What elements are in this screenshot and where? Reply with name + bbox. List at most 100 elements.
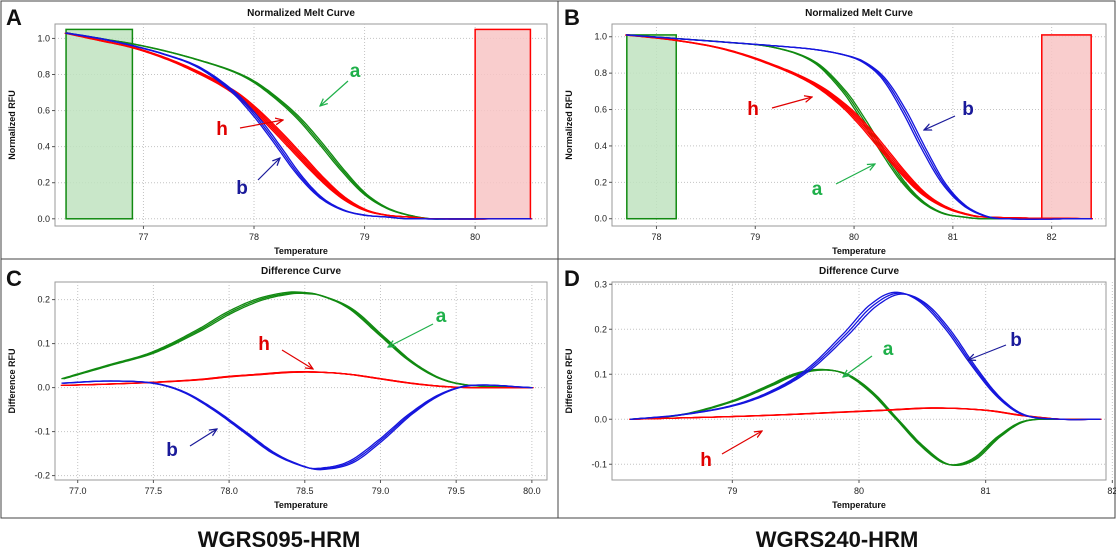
x-tick-label: 80.0: [523, 486, 541, 496]
x-tick-label: 79.0: [372, 486, 390, 496]
y-tick-label: 1.0: [594, 32, 607, 42]
panel-letter: B: [564, 5, 580, 30]
panel-C: C Difference Curve 77.0 77.5 78.0 78.5 79.0 79.…: [6, 266, 548, 510]
y-tick-label: 0.2: [37, 295, 50, 305]
annotation-label-h: h: [700, 450, 712, 471]
annotation-label-b: b: [236, 178, 248, 199]
y-axis-label: Normalized RFU: [564, 90, 574, 160]
y-tick-label: -0.1: [591, 459, 607, 469]
panel-letter: D: [564, 266, 580, 291]
x-tick-label: 79.5: [447, 486, 465, 496]
y-tick-label: -0.2: [34, 471, 50, 481]
x-tick-label: 79: [360, 232, 370, 242]
x-axis-label: Temperature: [274, 500, 328, 510]
y-tick-label: 0.1: [594, 369, 607, 379]
y-tick-label: -0.1: [34, 427, 50, 437]
region-red: [1041, 34, 1092, 220]
chart-title: Normalized Melt Curve: [805, 8, 913, 19]
annotation-arrow-a: [843, 355, 873, 377]
annotation-label-h: h: [258, 334, 270, 355]
x-tick-label: 79: [750, 232, 760, 242]
y-tick-label: 0.3: [594, 279, 607, 289]
panel-letter: C: [6, 266, 22, 291]
y-tick-label: 0.6: [37, 106, 50, 116]
y-tick-label: 1.0: [37, 33, 50, 43]
annotation-arrow-a: [388, 323, 434, 347]
annotation-label-b: b: [166, 440, 178, 461]
y-tick-label: 0.4: [37, 142, 50, 152]
y-tick-label: 0.8: [37, 70, 50, 80]
y-tick-label: 0.8: [594, 68, 607, 78]
y-tick-label: 0.2: [594, 177, 607, 187]
panel-D: D Difference Curve 79 80 81 82 -0.1 0.0 0.1 0.2 0.…: [564, 266, 1116, 510]
chart-title: Difference Curve: [819, 266, 899, 277]
annotation-arrow-b: [189, 429, 217, 447]
annotation-label-a: a: [812, 179, 823, 200]
annotation-label-a: a: [883, 339, 894, 360]
x-tick-label: 80: [470, 232, 480, 242]
x-tick-label: 78: [249, 232, 259, 242]
y-axis-label: Normalized RFU: [7, 90, 17, 160]
panel-B: B Normalized Melt Curve 78 79 80 81 82 0.0 0.2 0.…: [564, 5, 1107, 256]
chart-title: Difference Curve: [261, 266, 341, 277]
caption-left: WGRS095-HRM: [197, 527, 361, 552]
y-axis-label: Difference RFU: [7, 348, 17, 413]
x-tick-label: 77.5: [145, 486, 163, 496]
region-red: [474, 28, 532, 220]
series-b-trace: [627, 34, 1093, 220]
x-tick-label: 82: [1107, 486, 1116, 496]
panel-letter: A: [6, 5, 22, 30]
annotation-label-h: h: [747, 99, 759, 120]
annotation-label-b: b: [1010, 330, 1022, 351]
x-axis-label: Temperature: [274, 246, 328, 256]
x-axis-label: Temperature: [832, 500, 886, 510]
x-tick-label: 78.5: [296, 486, 314, 496]
y-tick-label: 0.0: [37, 214, 50, 224]
annotation-arrow-h: [771, 97, 812, 109]
annotation-arrow-a: [835, 164, 875, 185]
series-b-trace: [66, 32, 532, 220]
y-axis-label: Difference RFU: [564, 348, 574, 413]
annotation-label-a: a: [436, 306, 447, 327]
annotation-arrow-b: [257, 158, 280, 181]
x-tick-label: 80: [854, 486, 864, 496]
series-a-trace: [631, 369, 1101, 467]
y-tick-label: 0.0: [594, 414, 607, 424]
annotation-arrow-b: [968, 344, 1007, 360]
annotation-label-h: h: [216, 119, 228, 140]
x-tick-label: 82: [1047, 232, 1057, 242]
x-tick-label: 79: [727, 486, 737, 496]
y-tick-label: 0.0: [37, 383, 50, 393]
x-tick-label: 78.0: [220, 486, 238, 496]
annotation-arrow-h: [721, 431, 762, 455]
x-tick-label: 80: [849, 232, 859, 242]
annotation-arrow-h: [281, 349, 313, 369]
y-tick-label: 0.4: [594, 141, 607, 151]
y-tick-label: 0.1: [37, 339, 50, 349]
y-tick-label: 0.6: [594, 105, 607, 115]
plot-area: [54, 23, 548, 227]
y-tick-label: 0.2: [594, 324, 607, 334]
annotation-arrow-b: [924, 115, 956, 130]
x-tick-label: 77: [138, 232, 148, 242]
x-tick-label: 81: [981, 486, 991, 496]
y-tick-label: 0.2: [37, 178, 50, 188]
series-h-trace: [628, 34, 1093, 220]
y-tick-label: 0.0: [594, 214, 607, 224]
region-green: [626, 34, 677, 220]
panel-A: A Normalized Melt Curve 77 78 79 80 0.0 0.2 0.4 0…: [6, 5, 548, 256]
annotation-arrow-h: [239, 120, 283, 129]
caption-right: WGRS240-HRM: [755, 527, 919, 552]
x-tick-label: 77.0: [69, 486, 87, 496]
x-tick-label: 81: [948, 232, 958, 242]
series-a-trace: [63, 292, 533, 389]
annotation-arrow-a: [320, 80, 349, 106]
annotation-label-b: b: [962, 99, 974, 120]
region-green: [65, 28, 134, 220]
chart-title: Normalized Melt Curve: [247, 8, 355, 19]
annotation-label-a: a: [350, 61, 361, 82]
series-b-trace: [631, 293, 1101, 421]
series-b-trace: [63, 380, 533, 471]
x-axis-label: Temperature: [832, 246, 886, 256]
